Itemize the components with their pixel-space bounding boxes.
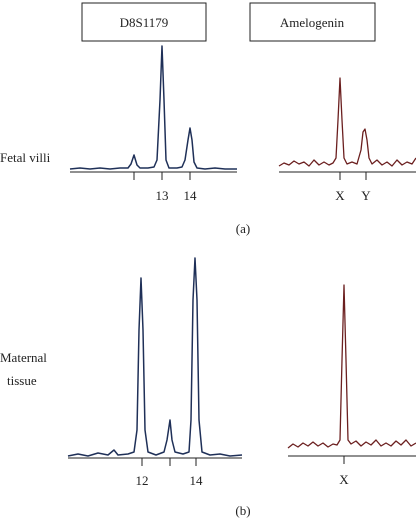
panel-caption-b: (b): [235, 503, 250, 518]
header-left-label: D8S1179: [120, 15, 169, 30]
tick-label-b-right-x: X: [339, 472, 349, 487]
peak-12: [141, 267, 143, 269]
panel-caption-a: (a): [236, 221, 250, 236]
tick-label-b-left-12: 12: [136, 473, 149, 488]
trace-line-a-right: [278, 77, 416, 167]
header-right-label: Amelogenin: [280, 15, 345, 30]
trace-line-b-left: [67, 257, 243, 457]
row-label-maternal-line1: Maternal: [0, 350, 47, 365]
chart-b-amelogenin: X: [287, 284, 416, 487]
tick-label-a-left-13: 13: [156, 188, 169, 203]
chart-a-amelogenin: X Y: [278, 77, 416, 203]
header-box-left: [81, 2, 207, 42]
chart-b-d8s1179: 12 14: [67, 257, 243, 488]
peaks-a-right: [339, 77, 367, 130]
trace-line-a-left: [69, 45, 237, 170]
header-box-right: [249, 2, 376, 42]
tick-label-a-right-x: X: [335, 188, 345, 203]
chart-a-d8s1179: 13 14: [69, 45, 237, 203]
tick-label-a-right-y: Y: [361, 188, 371, 203]
row-label-maternal-line2: tissue: [7, 373, 37, 388]
row-label-fetal-villi: Fetal villi: [0, 150, 51, 165]
tick-label-b-left-14: 14: [190, 473, 204, 488]
tick-label-a-left-14: 14: [184, 188, 198, 203]
trace-line-b-right: [287, 284, 416, 449]
peaks-b-left: [141, 257, 197, 425]
